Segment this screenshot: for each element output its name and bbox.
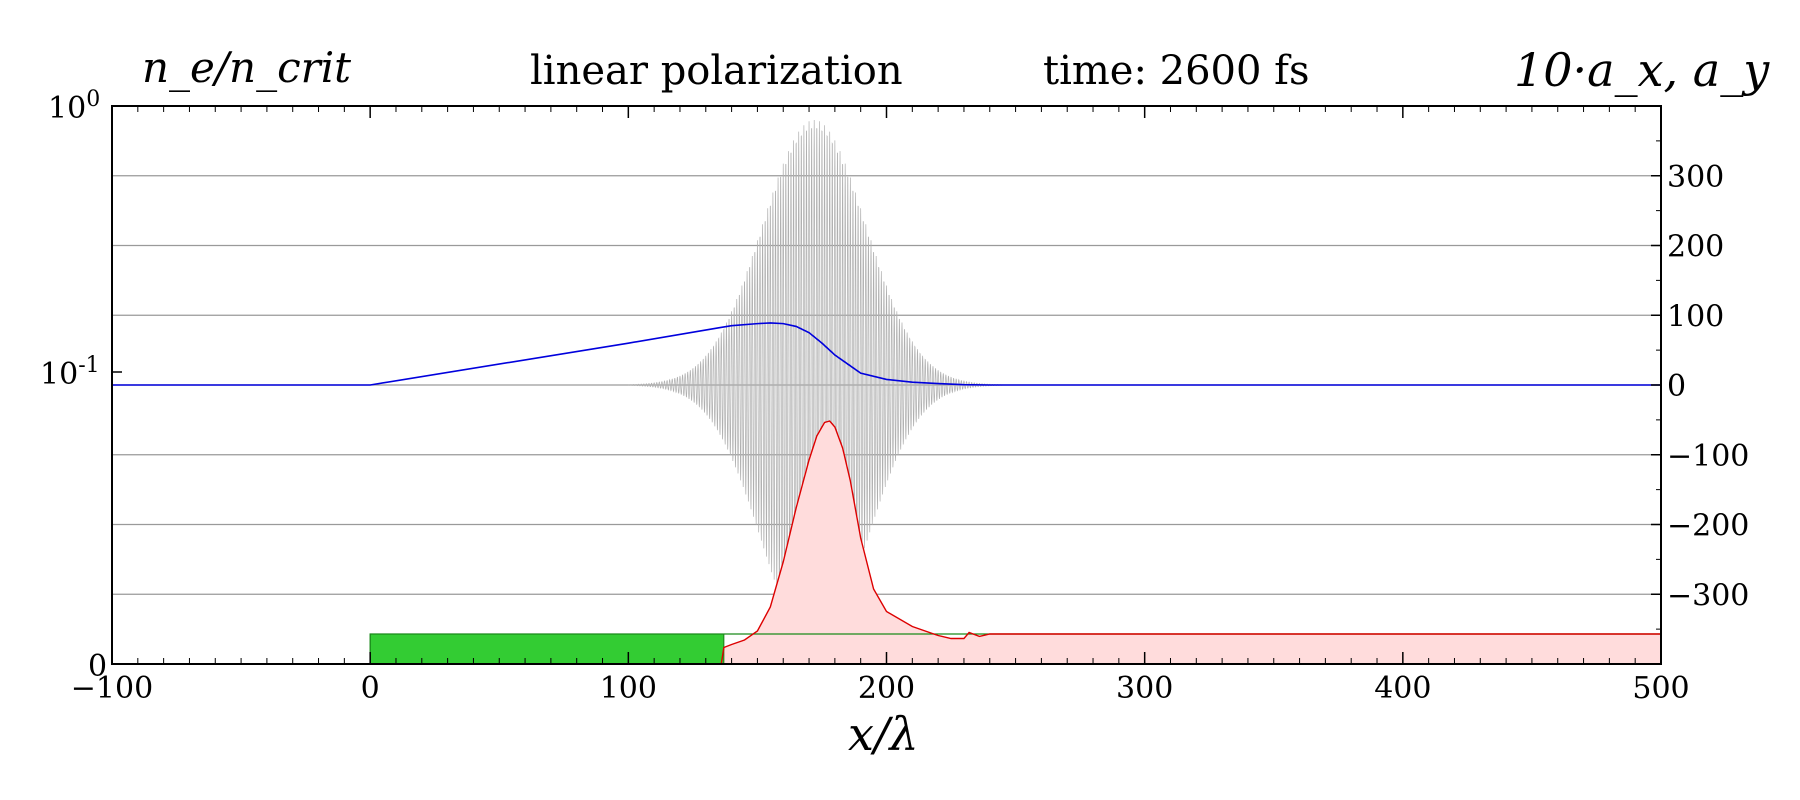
left-tick-label-top: 100	[48, 87, 100, 126]
title-center: linear polarization	[530, 48, 903, 94]
left-tick-label-mid: 10-1	[40, 353, 100, 392]
title-right-field: 10·a_x, a_y	[1514, 43, 1770, 97]
right-axis-tick-labels: 300 200 100 0 −100 −200 −300	[1667, 160, 1749, 614]
right-tick-label: −200	[1667, 509, 1749, 544]
left-axis-ticks	[112, 105, 122, 665]
x-tick-label: −100	[71, 671, 153, 706]
title-left-density: n_e/n_crit	[142, 43, 351, 92]
x-axis-ticks	[111, 106, 1662, 664]
laser-envelope-line	[112, 322, 1661, 386]
right-tick-label: 0	[1667, 369, 1686, 404]
right-tick-label: −300	[1667, 578, 1749, 613]
right-tick-label: 100	[1667, 299, 1724, 334]
x-tick-label: 100	[600, 671, 657, 706]
right-axis-ticks	[1651, 140, 1661, 630]
x-tick-label: 0	[361, 671, 380, 706]
x-axis-label: x/λ	[848, 707, 919, 761]
electron-density-line	[112, 420, 1661, 664]
x-tick-label: 300	[1116, 671, 1173, 706]
x-tick-label: 400	[1374, 671, 1431, 706]
right-tick-label: 300	[1667, 160, 1724, 195]
ion-density-fill	[369, 633, 725, 664]
electron-density-fill	[112, 421, 1661, 664]
left-tick-label-bottom: 0	[88, 649, 107, 684]
x-tick-label: 500	[1632, 671, 1689, 706]
title-time: time: 2600 fs	[1043, 48, 1310, 94]
x-axis-tick-labels: −100 0 100 200 300 400 500	[71, 671, 1690, 706]
x-tick-label: 200	[858, 671, 915, 706]
right-tick-label: 200	[1667, 230, 1724, 265]
right-tick-label: −100	[1667, 439, 1749, 474]
